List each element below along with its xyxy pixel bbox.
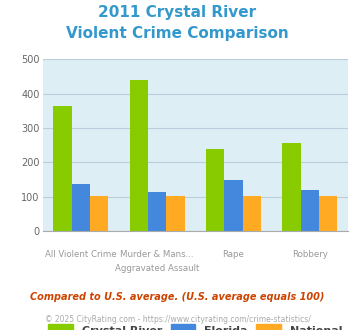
Bar	[130, 80, 148, 231]
Bar	[242, 196, 261, 231]
Text: Aggravated Assault: Aggravated Assault	[115, 264, 199, 273]
Text: Robbery: Robbery	[292, 250, 328, 259]
Bar	[166, 196, 185, 231]
Bar	[90, 196, 108, 231]
Bar	[53, 106, 72, 231]
Bar	[301, 190, 319, 231]
Text: Compared to U.S. average. (U.S. average equals 100): Compared to U.S. average. (U.S. average …	[30, 292, 325, 302]
Legend: Crystal River, Florida, National: Crystal River, Florida, National	[43, 319, 348, 330]
Bar	[72, 183, 90, 231]
Bar	[319, 196, 337, 231]
Text: Murder & Mans...: Murder & Mans...	[120, 250, 194, 259]
Text: © 2025 CityRating.com - https://www.cityrating.com/crime-statistics/: © 2025 CityRating.com - https://www.city…	[45, 315, 310, 324]
Bar	[206, 148, 224, 231]
Text: 2011 Crystal River: 2011 Crystal River	[98, 5, 257, 20]
Bar	[148, 192, 166, 231]
Text: Violent Crime Comparison: Violent Crime Comparison	[66, 26, 289, 41]
Bar	[224, 180, 242, 231]
Text: Rape: Rape	[223, 250, 244, 259]
Bar	[282, 144, 301, 231]
Text: All Violent Crime: All Violent Crime	[45, 250, 116, 259]
